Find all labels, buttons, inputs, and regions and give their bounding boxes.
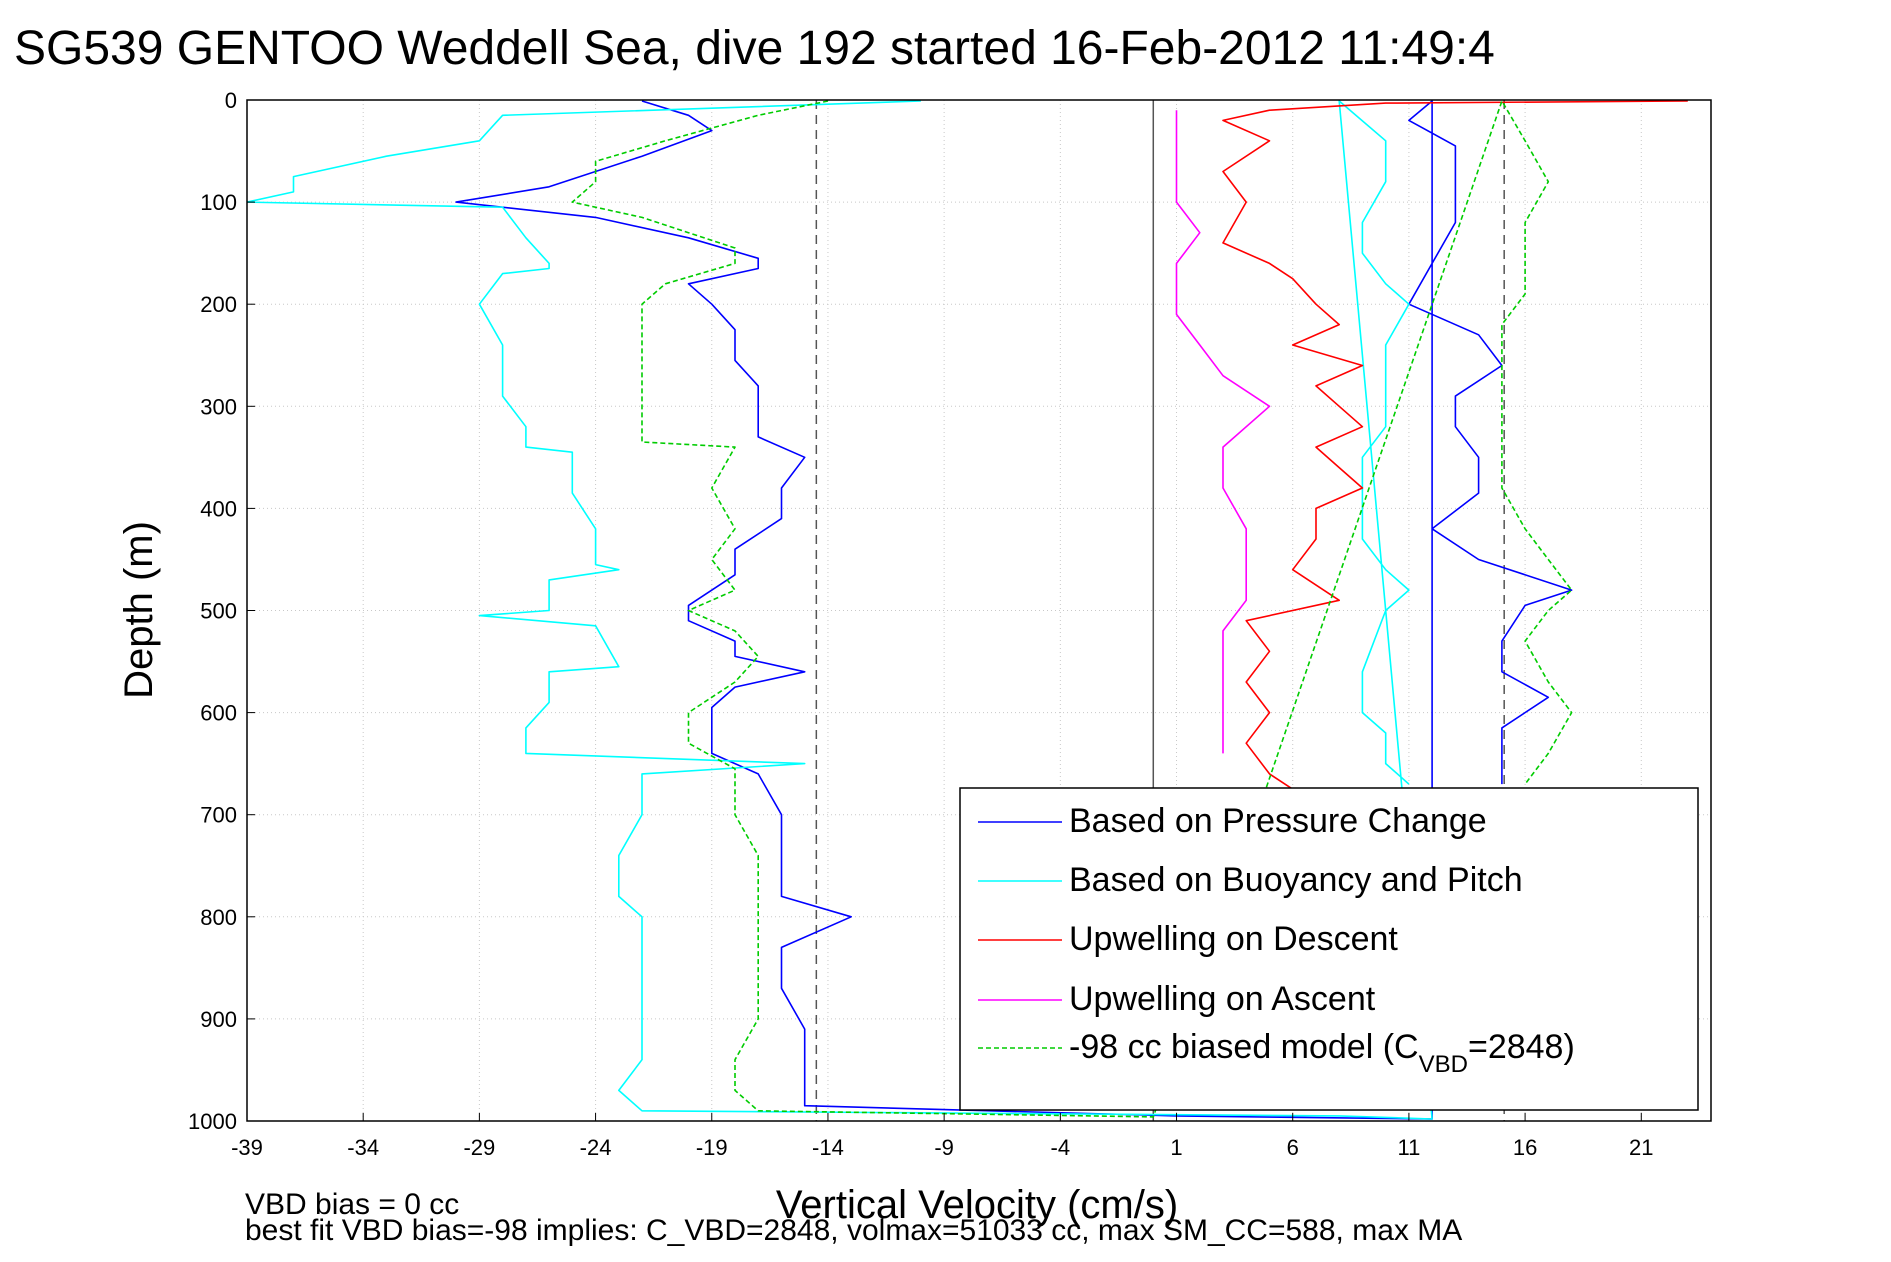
chart-title: SG539 GENTOO Weddell Sea, dive 192 start… bbox=[14, 22, 1495, 75]
series-line bbox=[571, 100, 1573, 1118]
y-tick-label: 400 bbox=[200, 496, 237, 521]
y-tick-label: 100 bbox=[200, 190, 237, 215]
y-axis: 0 100 200 300 400 500 600 700 800 900 1000 bbox=[188, 88, 255, 1134]
y-axis-label: Depth (m) bbox=[117, 521, 161, 699]
legend-label: Based on Pressure Change bbox=[1069, 802, 1487, 840]
legend-box bbox=[959, 787, 1699, 1111]
x-tick-label: -9 bbox=[934, 1135, 954, 1160]
x-tick-label: -39 bbox=[231, 1135, 263, 1160]
y-tick-label: 500 bbox=[200, 599, 237, 624]
series-line bbox=[1175, 110, 1271, 754]
x-tick-label: 21 bbox=[1629, 1135, 1653, 1160]
series-line bbox=[1222, 100, 1688, 790]
y-tick-label: 700 bbox=[200, 803, 237, 828]
x-axis: -39 -34 -29 -24 -19 -14 -9 -4 1 6 11 16 21 bbox=[231, 1113, 1654, 1160]
x-tick-label: -29 bbox=[463, 1135, 495, 1160]
series-line bbox=[247, 100, 1433, 1120]
legend-label: Upwelling on Descent bbox=[1069, 920, 1398, 958]
x-axis-label: Vertical Velocity (cm/s) bbox=[776, 1183, 1178, 1227]
x-tick-label: -14 bbox=[812, 1135, 844, 1160]
x-tick-label: -24 bbox=[580, 1135, 612, 1160]
legend-label: Based on Buoyancy and Pitch bbox=[1069, 861, 1523, 899]
x-tick-label: -34 bbox=[347, 1135, 379, 1160]
footer-line-1: VBD bias = 0 cc bbox=[245, 1188, 459, 1221]
series-group bbox=[247, 100, 1688, 1120]
x-tick-label: -4 bbox=[1051, 1135, 1071, 1160]
y-tick-label: 200 bbox=[200, 292, 237, 317]
legend-label: Upwelling on Ascent bbox=[1069, 980, 1376, 1018]
x-tick-label: -19 bbox=[696, 1135, 728, 1160]
y-tick-label: 800 bbox=[200, 905, 237, 930]
x-tick-label: 6 bbox=[1287, 1135, 1299, 1160]
footer-line-2: best fit VBD bias=-98 implies: C_VBD=284… bbox=[245, 1214, 1462, 1247]
series-line bbox=[455, 100, 1573, 1120]
x-tick-label: 11 bbox=[1397, 1135, 1420, 1160]
legend: Based on Pressure Change Based on Buoyanc… bbox=[959, 787, 1699, 1111]
x-tick-label: 1 bbox=[1170, 1135, 1182, 1160]
y-tick-label: 900 bbox=[200, 1007, 237, 1032]
y-tick-label: 0 bbox=[225, 88, 237, 113]
x-tick-label: 16 bbox=[1513, 1135, 1537, 1160]
y-tick-label: 1000 bbox=[188, 1109, 237, 1134]
y-tick-label: 300 bbox=[200, 394, 237, 419]
y-tick-label: 600 bbox=[200, 701, 237, 726]
